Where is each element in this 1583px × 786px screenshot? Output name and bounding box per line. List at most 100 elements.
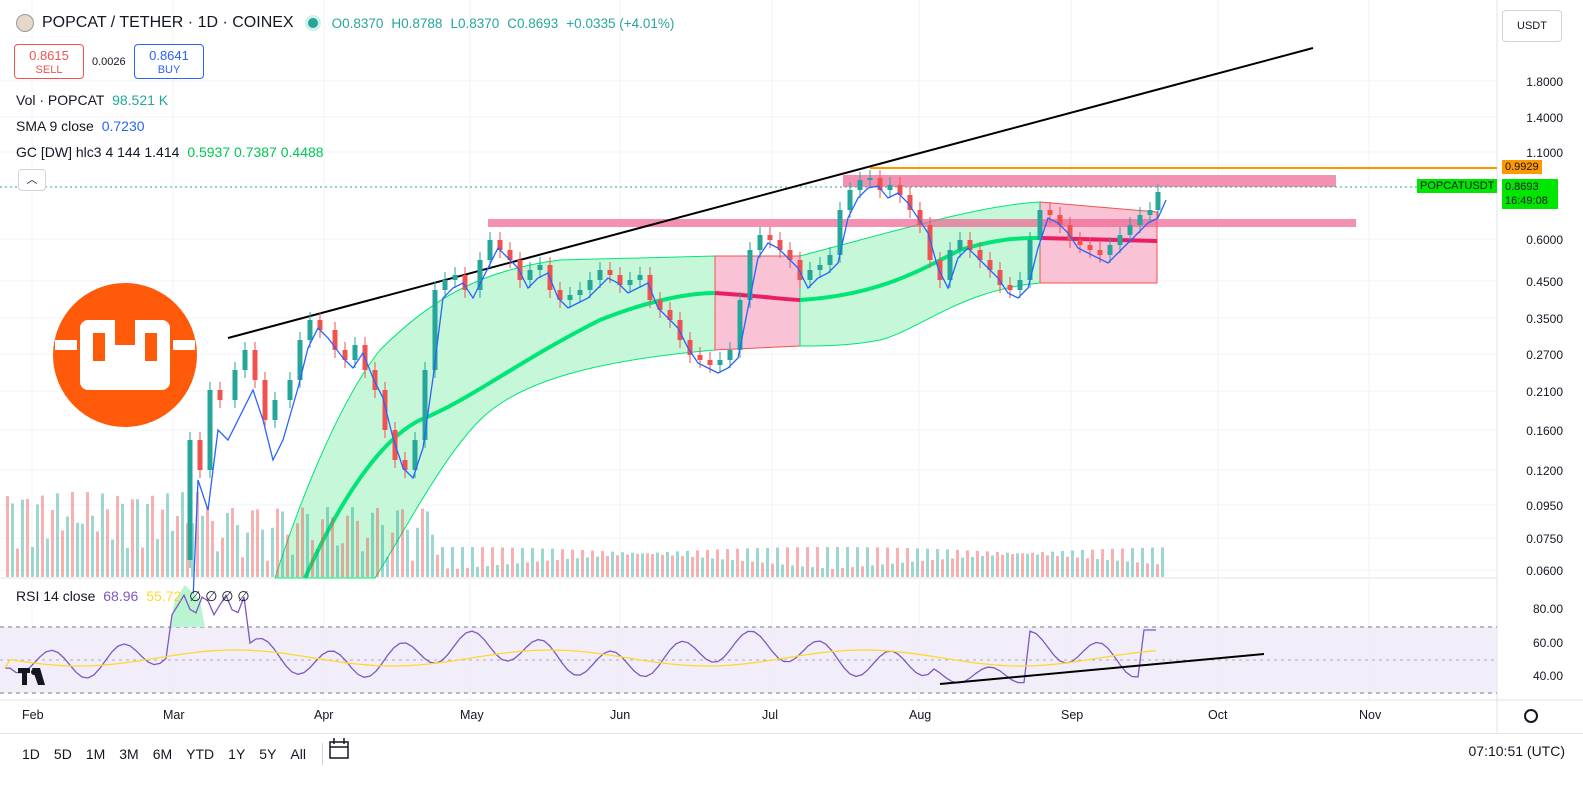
candle-body bbox=[297, 340, 303, 380]
indicator-volume-name: Vol · POPCAT bbox=[16, 92, 105, 108]
volume-bar bbox=[76, 522, 79, 577]
buy-button[interactable]: 0.8641 BUY bbox=[134, 44, 204, 79]
volume-bar bbox=[1016, 553, 1019, 577]
rsi-trendline[interactable] bbox=[939, 653, 1265, 685]
volume-bar bbox=[266, 560, 269, 577]
volume-bar bbox=[461, 547, 464, 577]
low-value: L0.8370 bbox=[450, 15, 500, 31]
volume-bar bbox=[1071, 550, 1074, 577]
volume-bar bbox=[121, 503, 124, 577]
candle-body bbox=[557, 290, 563, 300]
volume-bar bbox=[1041, 552, 1044, 577]
indicator-sma[interactable]: SMA 9 close 0.7230 bbox=[16, 118, 145, 134]
toolbar-divider bbox=[321, 743, 323, 765]
volume-bar bbox=[171, 531, 174, 577]
volume-bar bbox=[231, 507, 234, 577]
volume-bar bbox=[426, 511, 429, 577]
indicator-gc[interactable]: GC [DW] hlc3 4 144 1.414 0.5937 0.7387 0… bbox=[16, 144, 324, 160]
open-value: O0.8370 bbox=[331, 15, 384, 31]
candle-body bbox=[1017, 280, 1023, 290]
candle-body bbox=[477, 260, 483, 290]
volume-bar bbox=[1131, 548, 1134, 577]
volume-bar bbox=[431, 534, 434, 577]
volume-bar bbox=[41, 495, 44, 577]
volume-bar bbox=[401, 509, 404, 577]
volume-bar bbox=[21, 499, 24, 577]
timeframe-all[interactable]: All bbox=[290, 746, 306, 762]
volume-bar bbox=[621, 552, 624, 577]
clock[interactable]: 07:10:51 (UTC) bbox=[1468, 743, 1565, 759]
collapse-indicators-button[interactable]: ︿ bbox=[18, 169, 46, 191]
timeframe-1m[interactable]: 1M bbox=[85, 746, 106, 762]
volume-bar bbox=[1061, 551, 1064, 577]
timeframe-1d[interactable]: 1D bbox=[22, 746, 40, 762]
volume-bar bbox=[491, 547, 494, 577]
volume-bar bbox=[1156, 564, 1159, 577]
volume-bar bbox=[366, 537, 369, 577]
candle-body bbox=[1127, 225, 1133, 235]
settings-gear-icon[interactable] bbox=[1524, 709, 1538, 723]
timeframe-6m[interactable]: 6M bbox=[152, 746, 173, 762]
candle-body bbox=[827, 255, 833, 265]
candle-body bbox=[462, 275, 468, 290]
coin-icon bbox=[16, 14, 34, 32]
sell-price: 0.8615 bbox=[29, 48, 69, 63]
volume-bar bbox=[916, 548, 919, 577]
timeframe-1y[interactable]: 1Y bbox=[228, 746, 246, 762]
volume-bar bbox=[1066, 556, 1069, 577]
timeframe-3m[interactable]: 3M bbox=[119, 746, 139, 762]
volume-bar bbox=[716, 549, 719, 577]
volume-bar bbox=[281, 511, 284, 577]
volume-bar bbox=[661, 554, 664, 577]
volume-bar bbox=[961, 557, 964, 577]
candle-body bbox=[422, 370, 428, 440]
rsi-legend[interactable]: RSI 14 close 68.96 55.72 ∅ ∅ ∅ ∅ bbox=[16, 588, 250, 605]
volume-bar bbox=[51, 510, 54, 577]
symbol-title[interactable]: POPCAT / TETHER · 1D · COINEX bbox=[42, 14, 294, 31]
candle-body bbox=[317, 320, 323, 330]
tv-logo bbox=[18, 668, 45, 685]
candle-body bbox=[207, 390, 213, 470]
volume-bar bbox=[336, 545, 339, 577]
volume-bar bbox=[151, 495, 154, 577]
volume-bar bbox=[116, 495, 119, 577]
indicator-volume[interactable]: Vol · POPCAT 98.521 K bbox=[16, 92, 168, 108]
candle-body bbox=[497, 240, 503, 250]
volume-bar bbox=[1116, 560, 1119, 577]
volume-bar bbox=[436, 554, 439, 577]
volume-bar bbox=[821, 568, 824, 577]
volume-bar bbox=[331, 517, 334, 577]
volume-bar bbox=[261, 529, 264, 577]
volume-bar bbox=[826, 547, 829, 577]
candle-body bbox=[1007, 285, 1013, 290]
candle-body bbox=[817, 265, 823, 270]
volume-bar bbox=[226, 512, 229, 577]
volume-bar bbox=[671, 555, 674, 577]
volume-bar bbox=[651, 554, 654, 577]
volume-bar bbox=[546, 560, 549, 577]
timeframe-5y[interactable]: 5Y bbox=[259, 746, 277, 762]
volume-bar bbox=[836, 547, 839, 577]
rsi-overbought-fill bbox=[170, 585, 205, 627]
candle-body bbox=[597, 270, 603, 280]
volume-bar bbox=[206, 507, 209, 577]
volume-bar bbox=[986, 551, 989, 577]
volume-bar bbox=[981, 556, 984, 577]
price-tick: 0.3500 bbox=[1526, 312, 1563, 326]
price-tick: 0.0600 bbox=[1526, 564, 1563, 578]
high-value: H0.8788 bbox=[391, 15, 443, 31]
sell-button[interactable]: 0.8615 SELL bbox=[14, 44, 84, 79]
volume-bar bbox=[811, 567, 814, 577]
volume-bar bbox=[906, 548, 909, 577]
volume-bar bbox=[146, 504, 149, 577]
currency-selector[interactable]: USDT bbox=[1502, 10, 1562, 42]
candle-body bbox=[777, 240, 783, 250]
calendar-range-icon[interactable] bbox=[329, 738, 349, 759]
timeframe-5d[interactable]: 5D bbox=[53, 746, 72, 762]
timeframe-ytd[interactable]: YTD bbox=[186, 746, 215, 762]
volume-bar bbox=[386, 557, 389, 577]
volume-bar bbox=[31, 547, 34, 577]
volume-bar bbox=[1091, 549, 1094, 577]
trendline[interactable] bbox=[227, 47, 1314, 339]
